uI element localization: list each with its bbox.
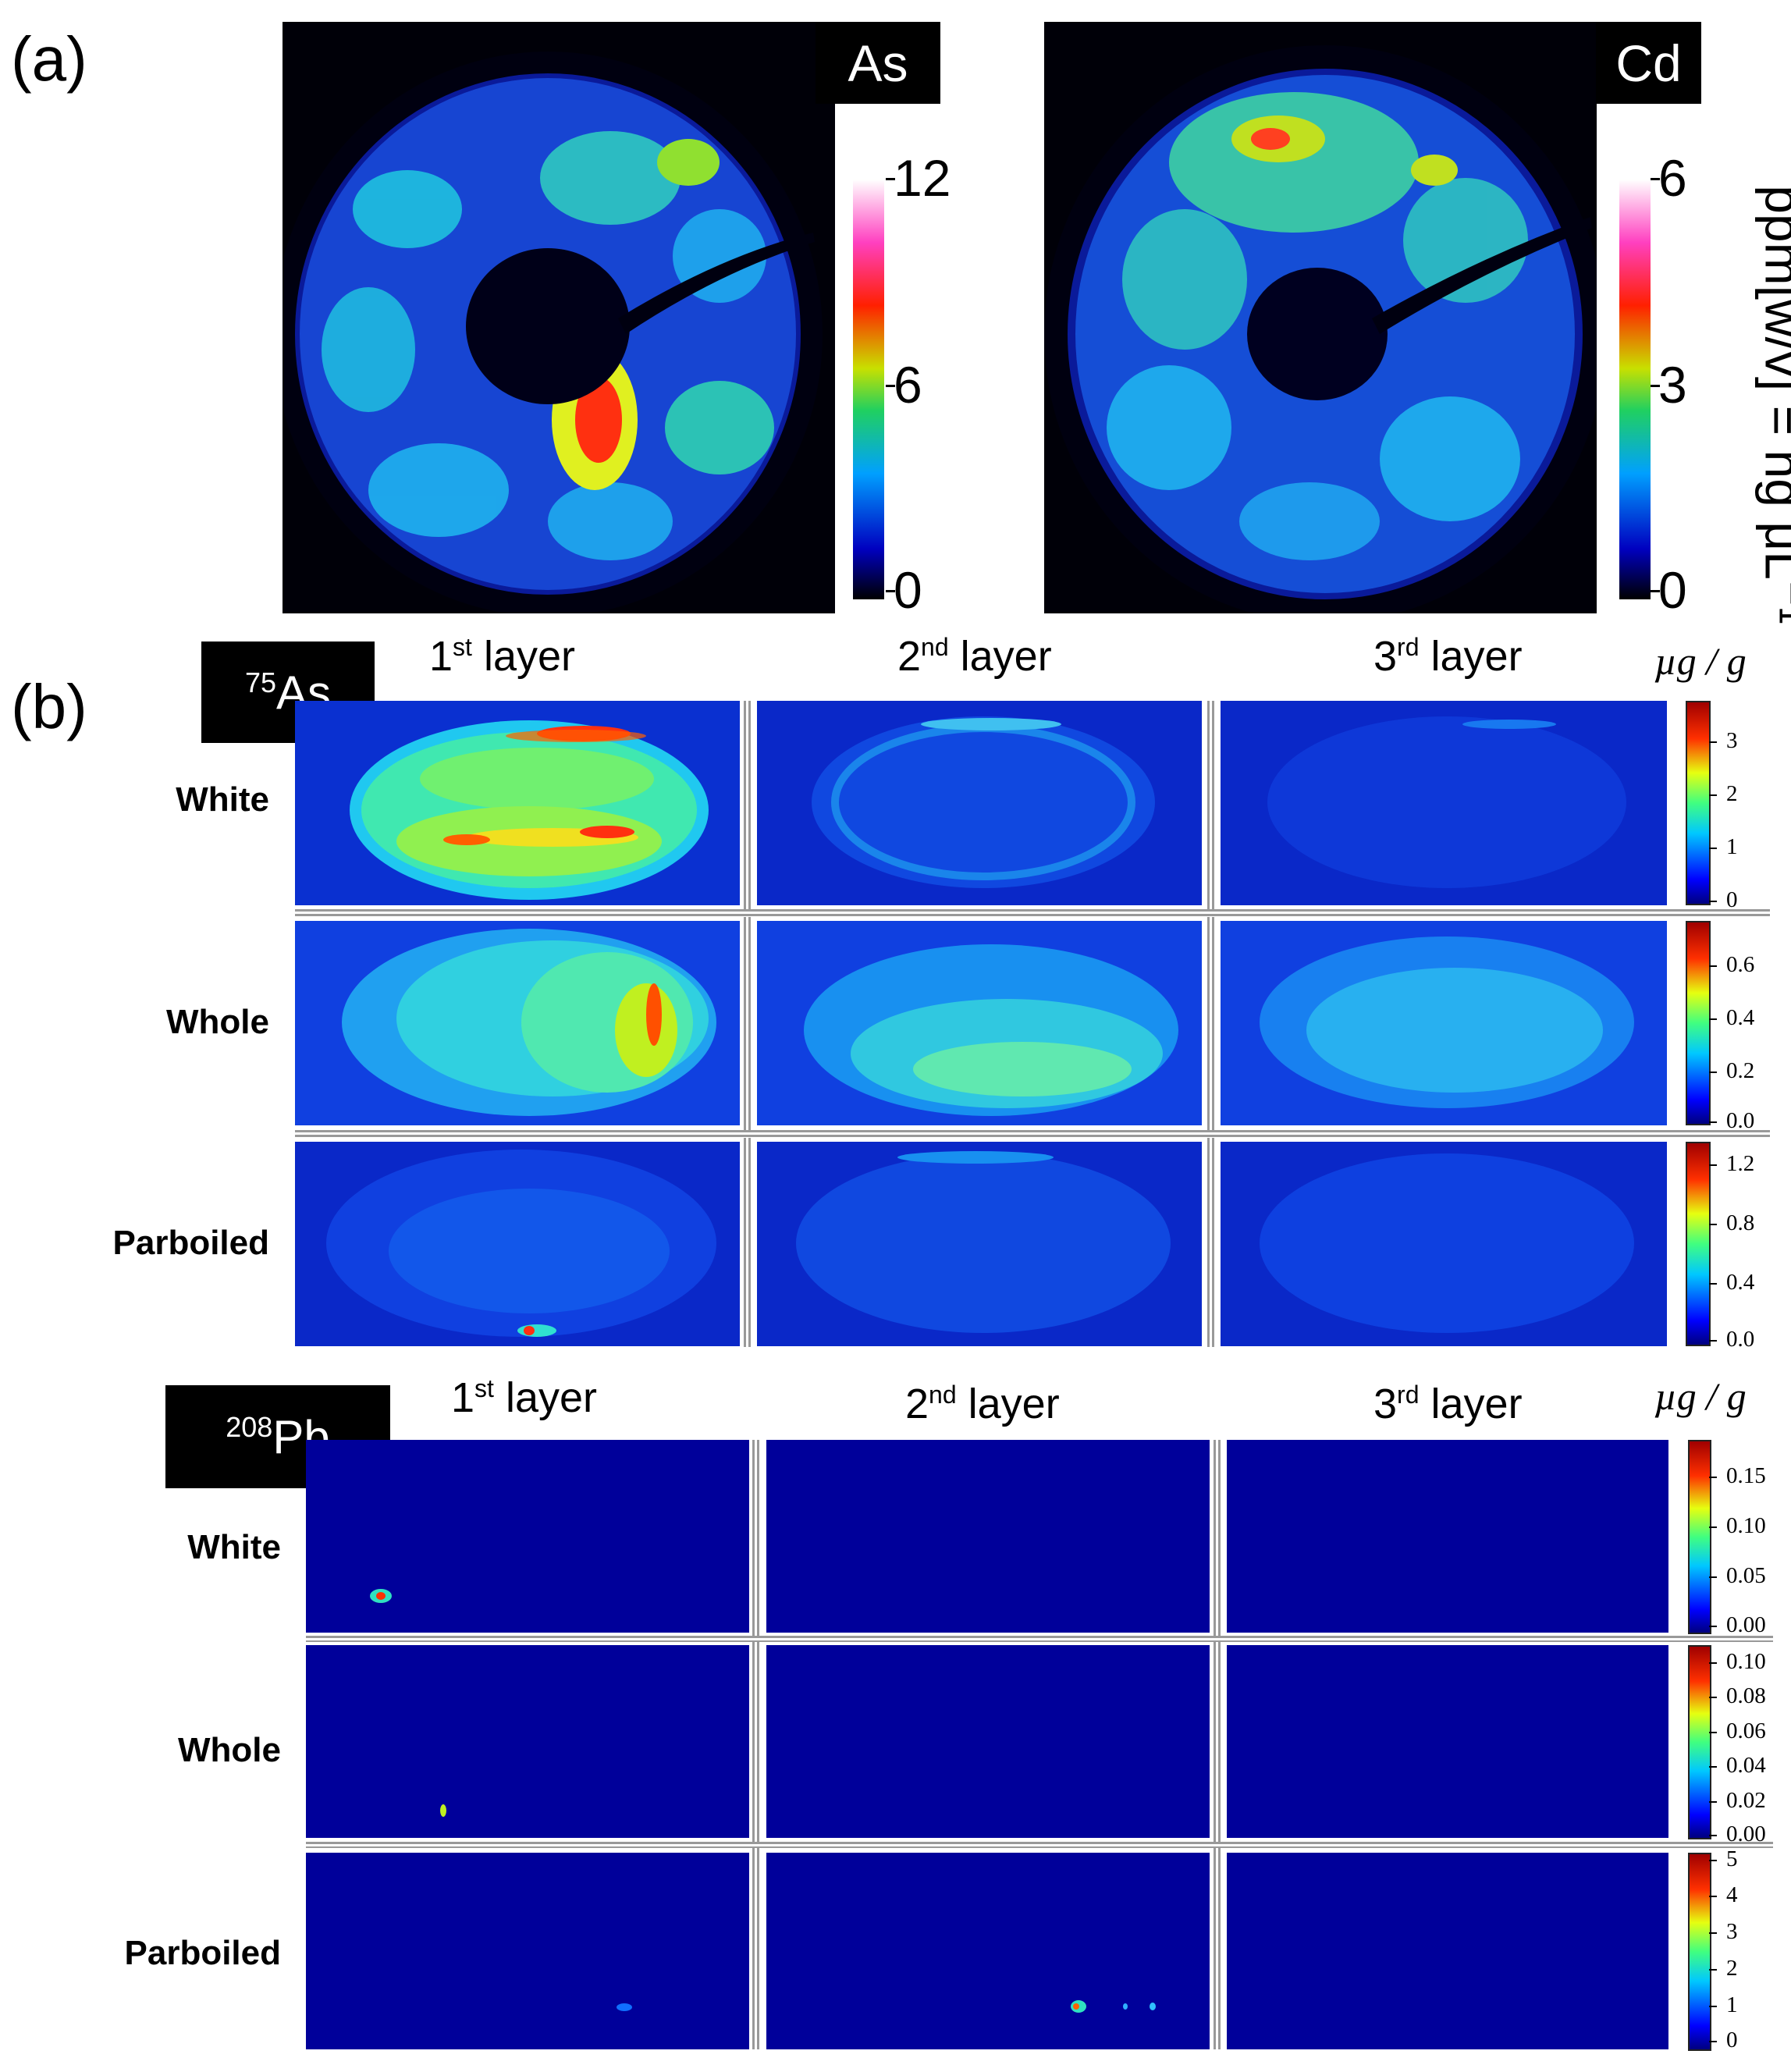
isotope-mass: 75	[244, 666, 276, 698]
as-whole-colorbar	[1686, 921, 1711, 1125]
as-whole-colorbar-tick: 0.0	[1708, 1108, 1755, 1133]
as-colorbar	[853, 179, 884, 599]
pb-unit-label: µg / g	[1654, 1374, 1747, 1418]
as-row-label-whole: Whole	[166, 1003, 269, 1041]
pb-whole-colorbar-tick: 0.00	[1709, 1821, 1766, 1846]
as-col-separator	[1207, 701, 1215, 1347]
pb-white-layer1-map	[306, 1440, 749, 1633]
pb-row-label-whole: Whole	[178, 1731, 281, 1769]
pb-row-separator	[306, 1842, 1773, 1848]
as-white-layer3-map	[1221, 701, 1667, 905]
as-whole-colorbar-tick: 0.6	[1708, 952, 1755, 977]
isotope-mass: 208	[226, 1410, 273, 1443]
pb-parboiled-colorbar-tick: 4	[1709, 1882, 1738, 1907]
pb-row-label-parboiled: Parboiled	[124, 1934, 282, 1972]
pb-row-label-white: White	[187, 1528, 281, 1566]
as-white-colorbar	[1686, 701, 1711, 905]
pb-whole-colorbar-tick: 0.02	[1709, 1788, 1766, 1813]
pb-white-colorbar-tick: 0.05	[1709, 1563, 1766, 1588]
pb-whole-colorbar-tick: 0.10	[1709, 1649, 1766, 1674]
as-white-colorbar-tick: 0	[1709, 887, 1738, 912]
pb-white-layer3-map	[1227, 1440, 1668, 1633]
as-row-separator	[295, 909, 1770, 917]
as-row-label-white: White	[176, 780, 269, 819]
cd-tag: Cd	[1596, 22, 1701, 104]
pb-col-separator	[752, 1440, 760, 2049]
pb-parboiled-layer2-map	[766, 1853, 1210, 2049]
cd-heatmap	[1044, 22, 1597, 613]
as-col-separator	[744, 701, 752, 1347]
pb-col-header-2: 2nd layer	[905, 1381, 1060, 1427]
as-white-colorbar-tick: 1	[1709, 834, 1738, 859]
pb-whole-layer3-map	[1227, 1645, 1668, 1838]
as-whole-layer3-map	[1221, 921, 1667, 1125]
panel-a-colorbar-title: ppm[w/v] = ng μL⁻¹	[1754, 185, 1791, 624]
as-row-separator	[295, 1130, 1770, 1138]
cd-colorbar	[1619, 179, 1651, 599]
pb-parboiled-colorbar	[1688, 1853, 1711, 2051]
pb-parboiled-colorbar-tick: 5	[1709, 1846, 1738, 1871]
pb-whole-colorbar	[1688, 1645, 1711, 1839]
as-parboiled-layer3-map	[1221, 1142, 1667, 1346]
as-col-header-1: 1st layer	[429, 633, 575, 680]
as-parboiled-colorbar-tick: 1.2	[1708, 1151, 1755, 1176]
pb-whole-colorbar-tick: 0.08	[1709, 1683, 1766, 1708]
as-parboiled-layer1-map	[295, 1142, 740, 1346]
pb-parboiled-colorbar-tick: 0	[1709, 2028, 1738, 2052]
pb-parboiled-colorbar-tick: 1	[1709, 1992, 1738, 2017]
as-row-label-parboiled: Parboiled	[112, 1224, 270, 1262]
cd-colorbar-tick-max: 6	[1651, 149, 1687, 207]
as-col-header-3: 3rd layer	[1373, 633, 1523, 680]
pb-white-colorbar-tick: 0.10	[1709, 1513, 1766, 1538]
pb-parboiled-colorbar-tick: 2	[1709, 1956, 1738, 1981]
pb-white-colorbar	[1688, 1440, 1711, 1634]
pb-whole-layer1-map	[306, 1645, 749, 1838]
as-colorbar-tick-mid: 6	[886, 356, 922, 414]
cd-colorbar-tick-min: 0	[1651, 561, 1687, 619]
as-col-header-2: 2nd layer	[897, 633, 1052, 680]
as-parboiled-colorbar-tick: 0.8	[1708, 1210, 1755, 1235]
pb-white-colorbar-tick: 0.15	[1709, 1463, 1766, 1488]
as-parboiled-colorbar-tick: 0.0	[1708, 1327, 1755, 1352]
as-parboiled-colorbar	[1686, 1142, 1711, 1346]
as-whole-colorbar-tick: 0.2	[1708, 1058, 1755, 1083]
panel-b-label: (b)	[11, 672, 87, 741]
as-unit-label: µg / g	[1654, 639, 1747, 683]
pb-whole-colorbar-tick: 0.04	[1709, 1753, 1766, 1778]
pb-whole-layer2-map	[766, 1645, 1210, 1838]
pb-white-layer2-map	[766, 1440, 1210, 1633]
pb-col-header-1: 1st layer	[451, 1374, 597, 1421]
as-white-layer1-map	[295, 701, 740, 905]
pb-whole-colorbar-tick: 0.06	[1709, 1718, 1766, 1743]
cd-colorbar-tick-mid: 3	[1651, 356, 1687, 414]
pb-col-header-3: 3rd layer	[1373, 1381, 1523, 1427]
pb-parboiled-layer1-map	[306, 1853, 749, 2049]
as-colorbar-tick-max: 12	[885, 149, 951, 207]
as-heatmap	[283, 22, 835, 613]
pb-white-colorbar-tick: 0.00	[1709, 1612, 1766, 1637]
as-white-colorbar-tick: 2	[1709, 781, 1738, 806]
as-white-layer2-map	[757, 701, 1202, 905]
pb-parboiled-layer3-map	[1227, 1853, 1668, 2049]
as-whole-layer2-map	[757, 921, 1202, 1125]
pb-col-separator	[1214, 1440, 1221, 2049]
as-whole-layer1-map	[295, 921, 740, 1125]
as-whole-colorbar-tick: 0.4	[1708, 1005, 1755, 1030]
as-colorbar-tick-min: 0	[886, 561, 922, 619]
pb-parboiled-colorbar-tick: 3	[1709, 1919, 1738, 1944]
as-tag: As	[816, 22, 940, 104]
as-parboiled-layer2-map	[757, 1142, 1202, 1346]
panel-a-label: (a)	[11, 24, 87, 94]
as-white-colorbar-tick: 3	[1709, 728, 1738, 753]
as-parboiled-colorbar-tick: 0.4	[1708, 1270, 1755, 1295]
pb-row-separator	[306, 1636, 1773, 1642]
